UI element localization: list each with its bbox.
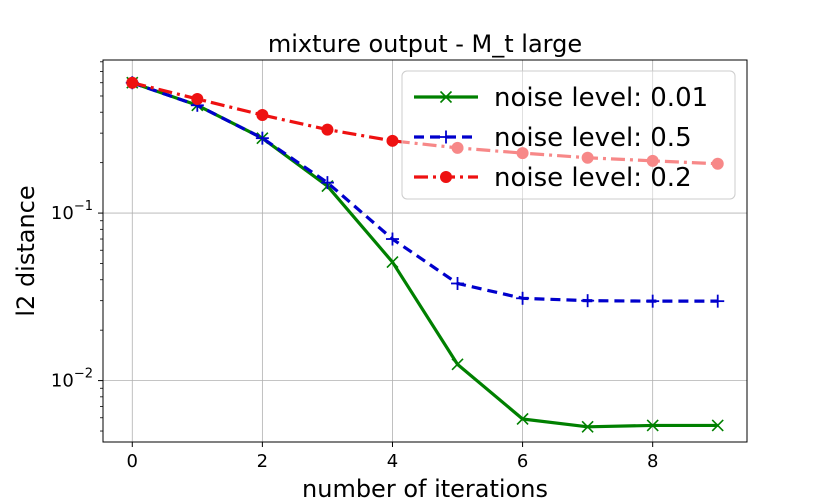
series-line (131, 81, 718, 303)
chart-title: mixture output - M_t large (268, 30, 582, 58)
data-point (255, 131, 269, 145)
data-point (581, 420, 594, 433)
y-tick-label: 10−2 (51, 367, 93, 392)
data-point (516, 412, 529, 426)
legend-marker (440, 171, 452, 183)
data-point (126, 76, 139, 89)
legend-marker (439, 130, 453, 144)
legend-item: noise level: 0.01 (414, 83, 708, 113)
plot-frame (102, 59, 748, 443)
x-tick-label: 0 (127, 451, 138, 472)
data-point (451, 358, 464, 371)
y-tick-label: 10−1 (51, 199, 93, 224)
data-point (320, 176, 334, 190)
data-point (256, 109, 269, 122)
data-point (516, 291, 530, 305)
data-point (191, 92, 204, 105)
data-point (385, 232, 399, 246)
x-tick-label: 6 (517, 451, 528, 472)
data-point (581, 294, 595, 308)
legend-label: noise level: 0.2 (494, 163, 692, 193)
x-tick-label: 2 (257, 451, 268, 472)
data-point (386, 256, 399, 269)
data-point (646, 419, 659, 432)
data-point (451, 276, 465, 290)
data-point (321, 123, 334, 136)
data-point (646, 294, 660, 308)
legend-box (401, 70, 736, 200)
legend-label: noise level: 0.01 (494, 83, 708, 113)
legend: noise level: 0.01 noise level: 0.5 noise l… (401, 70, 736, 200)
legend-item: noise level: 0.2 (414, 163, 692, 193)
x-axis-title: number of iterations (302, 475, 548, 498)
data-point (386, 134, 399, 147)
legend-marker (439, 90, 453, 104)
axis-ticks: 0 2 4 6 8 10−1 10−2 (51, 61, 658, 472)
y-axis-title: l2 distance (12, 185, 40, 316)
data-point (711, 419, 724, 432)
legend-label: noise level: 0.5 (494, 123, 692, 153)
legend-item: noise level: 0.5 (414, 123, 692, 153)
x-tick-label: 4 (387, 451, 398, 472)
x-tick-label: 8 (647, 451, 658, 472)
data-point (711, 294, 725, 308)
